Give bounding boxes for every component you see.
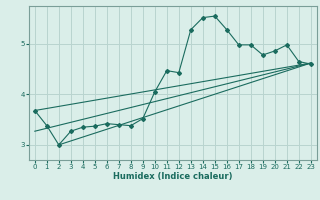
X-axis label: Humidex (Indice chaleur): Humidex (Indice chaleur) — [113, 172, 233, 181]
